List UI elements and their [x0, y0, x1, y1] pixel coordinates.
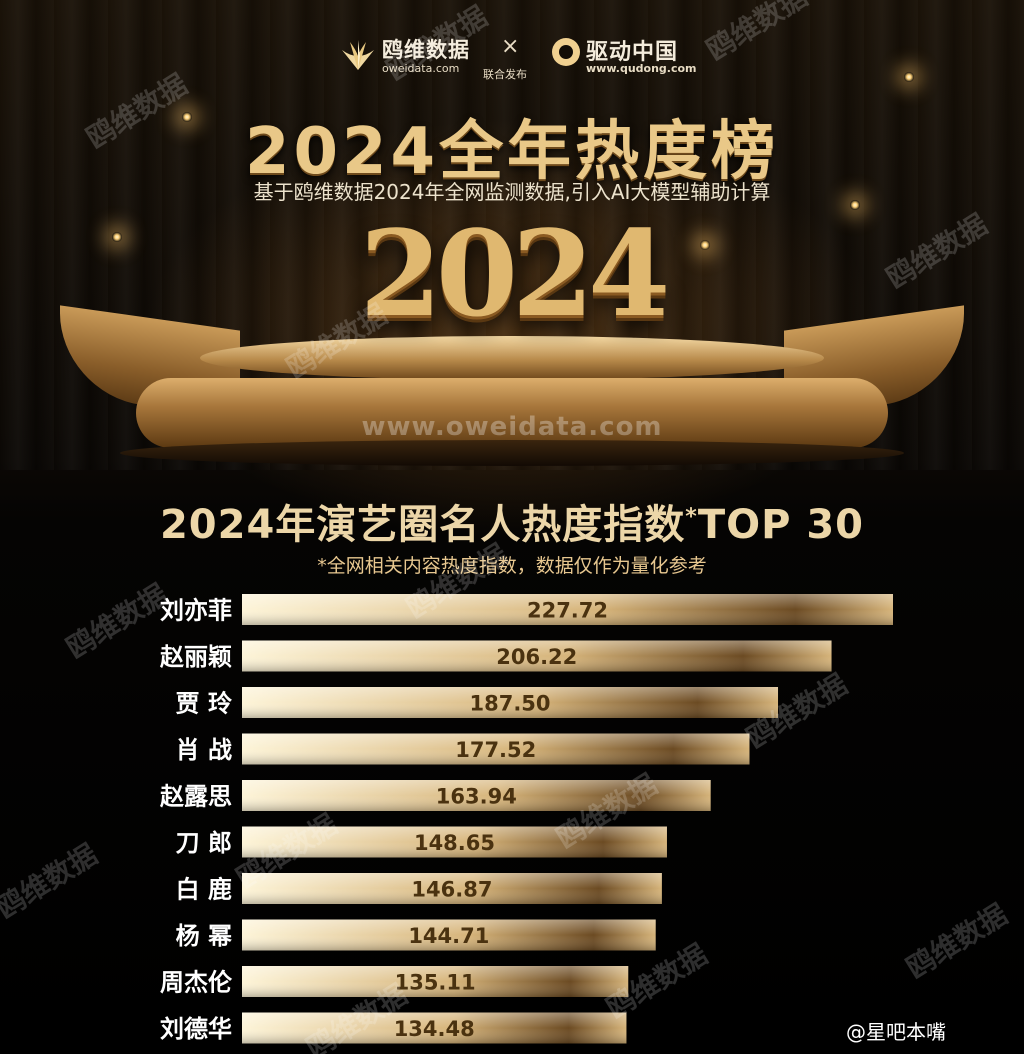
chart-title-suffix: TOP 30 — [697, 502, 865, 548]
joint-release-label: 联合发布 — [483, 68, 527, 81]
oweidata-brand-url: oweidata.com — [382, 62, 460, 75]
chart-note: *全网相关内容热度指数，数据仅作为量化参考 — [317, 555, 707, 577]
bar-value-label: 206.22 — [496, 645, 577, 669]
bar-shine — [242, 687, 779, 718]
bar-category-label: 刘德华 — [160, 1015, 232, 1043]
qudong-logo-icon — [552, 38, 580, 66]
bar-shine — [242, 640, 832, 672]
brand-bar: 鸥维数据 oweidata.com × 联合发布 驱动中国 www.qudong… — [0, 30, 1024, 81]
bar-shine — [242, 594, 893, 625]
qudong-brand-name: 驱动中国 — [586, 40, 679, 65]
bar-value-label: 146.87 — [411, 878, 492, 902]
bar-value-label: 134.48 — [394, 1017, 475, 1041]
bar-shine — [242, 919, 656, 951]
sparkle-light — [904, 72, 914, 82]
collab-separator: × — [501, 34, 520, 59]
bar-category-label: 刘亦菲 — [160, 597, 232, 625]
bar-value-label: 135.11 — [395, 971, 476, 995]
page-subtitle: 基于鸥维数据2024年全网监测数据,引入AI大模型辅助计算 — [253, 180, 771, 204]
sparkle-light — [700, 240, 710, 250]
bar-category-label: 白 鹿 — [176, 876, 232, 904]
bar-shine — [242, 966, 629, 997]
bar-category-label: 刀 郎 — [176, 829, 232, 857]
chart-title-text: 2024年演艺圈名人热度指数 — [159, 502, 686, 548]
bar-category-label: 肖 战 — [176, 736, 232, 764]
page-title: 2024全年热度榜 — [244, 115, 780, 189]
bar-value-label: 163.94 — [436, 785, 517, 809]
bar-category-label: 赵露思 — [159, 783, 232, 811]
bar-category-label: 周杰伦 — [160, 969, 233, 997]
bar-value-label: 227.72 — [527, 599, 608, 623]
bar-shine — [242, 733, 750, 765]
bar-category-label: 杨 幂 — [176, 922, 232, 950]
podium-body — [136, 378, 888, 448]
bar-value-label: 148.65 — [414, 831, 495, 855]
bar-shine — [242, 1012, 627, 1044]
podium-base — [120, 440, 904, 466]
qudong-brand-url: www.qudong.com — [586, 62, 697, 75]
oweidata-brand-name: 鸥维数据 — [382, 38, 470, 62]
bar-category-label: 贾 玲 — [176, 690, 233, 718]
bar-shine — [242, 826, 667, 858]
bar-value-label: 187.50 — [469, 692, 550, 716]
sparkle-light — [112, 232, 122, 242]
oweidata-logo-icon — [342, 40, 374, 70]
bar-value-label: 177.52 — [455, 738, 536, 762]
weibo-handle: @星吧本嘴 — [846, 1020, 946, 1044]
sparkle-light — [182, 112, 192, 122]
bar-shine — [242, 780, 711, 811]
site-watermark: www.oweidata.com — [361, 412, 663, 442]
bar-value-label: 144.71 — [408, 924, 489, 948]
bar-shine — [242, 873, 662, 904]
chart-title: 2024年演艺圈名人热度指数*TOP 30 — [159, 502, 865, 548]
sparkle-light — [850, 200, 860, 210]
podium-top — [200, 336, 824, 380]
hero-year: 2024 — [359, 204, 670, 343]
bar-category-label: 赵丽颖 — [159, 643, 232, 671]
